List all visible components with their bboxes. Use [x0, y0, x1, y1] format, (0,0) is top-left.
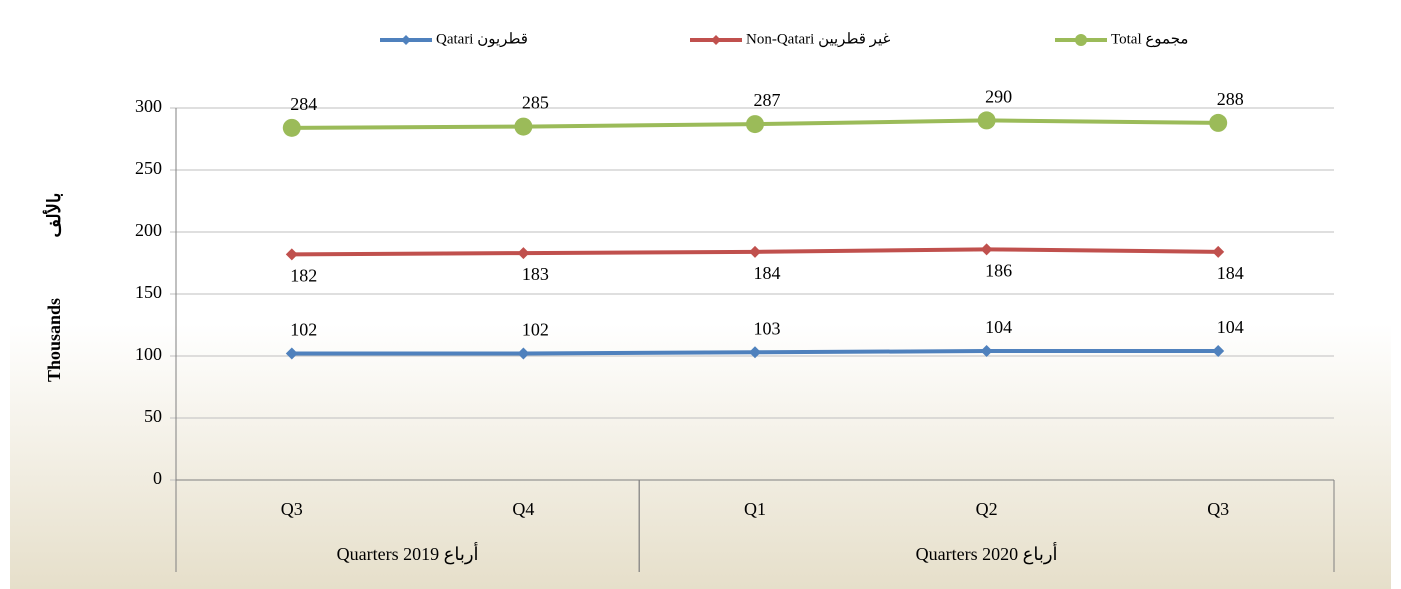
data-label: 103 [754, 318, 781, 338]
point-marker [1212, 345, 1225, 358]
legend-marker [1075, 34, 1087, 46]
data-label: 288 [1217, 89, 1244, 109]
group-label: Quarters 2019 أرباع [337, 542, 479, 565]
data-label: 102 [290, 320, 317, 340]
data-label: 290 [985, 87, 1012, 107]
point-marker [1212, 245, 1225, 258]
y-tick-label: 50 [144, 406, 162, 426]
point-marker [749, 346, 761, 359]
legend-label: Qatari قطريون [436, 31, 528, 47]
data-label: 186 [985, 260, 1012, 280]
point-marker [980, 345, 993, 358]
point-marker [977, 111, 996, 130]
data-label: 184 [1217, 263, 1244, 283]
y-tick-label: 300 [135, 96, 162, 116]
x-tick-label: Q1 [744, 499, 766, 519]
legend-label: Non-Qatari غير قطريين [746, 31, 890, 47]
point-marker [517, 247, 530, 260]
data-label: 102 [522, 320, 549, 340]
data-label: 183 [522, 264, 549, 284]
point-marker [517, 347, 530, 360]
x-tick-label: Q3 [1207, 499, 1229, 519]
data-label: 285 [522, 93, 549, 113]
point-marker [980, 243, 993, 256]
y-axis-label-ar: بالألف [42, 193, 64, 238]
data-label: 104 [985, 317, 1012, 337]
y-tick-label: 100 [135, 344, 162, 364]
data-label: 104 [1217, 317, 1244, 337]
legend-marker [711, 35, 721, 45]
data-label: 182 [290, 265, 317, 285]
point-marker [1209, 113, 1228, 132]
point-marker [285, 248, 298, 261]
group-label: Quarters 2020 أرباع [916, 542, 1058, 565]
legend-marker [401, 35, 411, 45]
point-marker [282, 118, 301, 137]
x-tick-label: Q2 [976, 499, 998, 519]
y-tick-label: 150 [135, 282, 162, 302]
y-tick-label: 250 [135, 158, 162, 178]
data-label: 287 [754, 90, 781, 110]
point-marker [285, 347, 298, 360]
point-marker [749, 245, 761, 258]
y-axis-label: Thousands [44, 298, 64, 382]
data-label: 184 [754, 263, 781, 283]
x-tick-label: Q4 [512, 499, 534, 519]
y-tick-label: 0 [153, 468, 162, 488]
point-marker [746, 115, 764, 134]
point-marker [514, 117, 533, 136]
legend-label: Total مجموع [1111, 31, 1188, 47]
x-tick-label: Q3 [281, 499, 303, 519]
data-label: 284 [290, 94, 317, 114]
y-tick-label: 200 [135, 220, 162, 240]
